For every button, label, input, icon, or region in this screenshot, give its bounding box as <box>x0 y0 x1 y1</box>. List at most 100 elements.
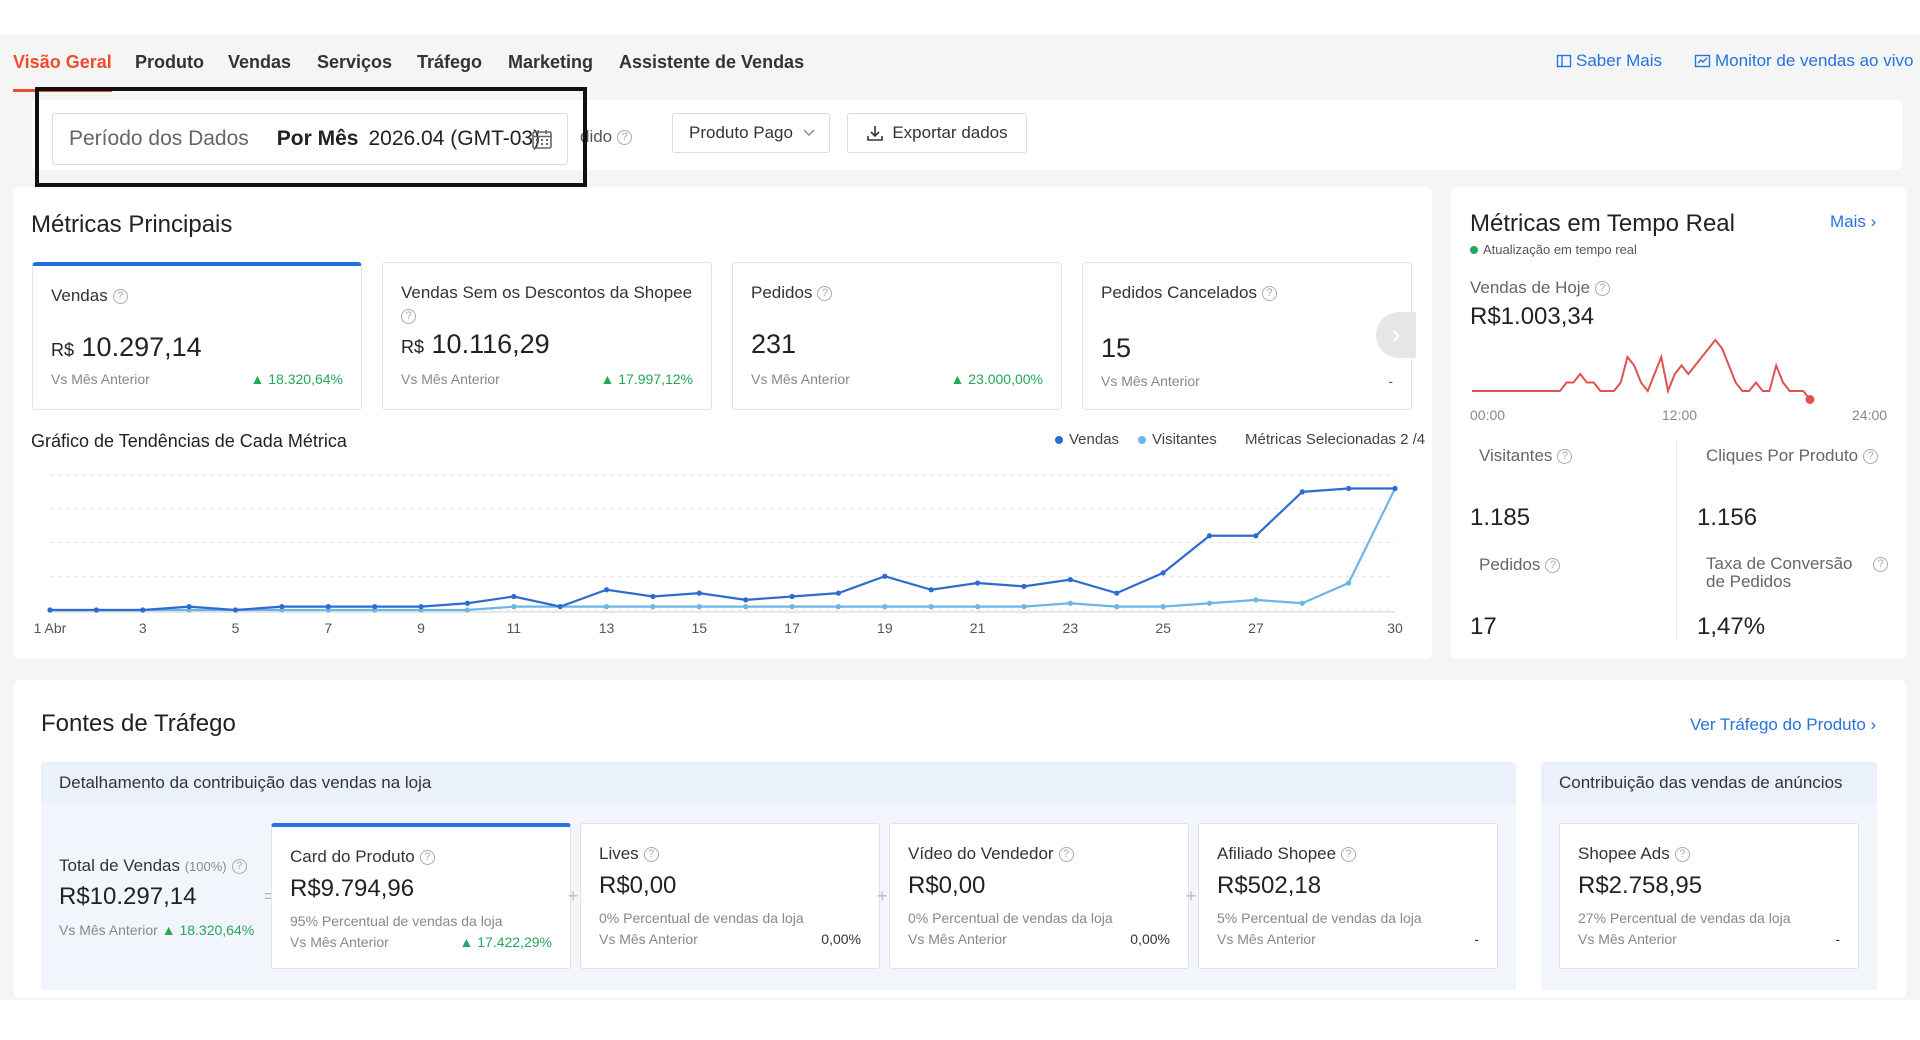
metric-value-text: 10.116,29 <box>431 329 550 359</box>
today-sales-label-text: Vendas de Hoje <box>1470 278 1591 297</box>
metric-title-text: Pedidos Cancelados <box>1101 283 1257 302</box>
traffic-card-seller-video[interactable]: Vídeo do Vendedor? R$0,00 0% Percentual … <box>889 823 1189 969</box>
trend-chart: 1 Abr 3 5 7 9 11 13 15 17 19 21 23 25 27 30 <box>34 474 1403 636</box>
traffic-product-link-text: Ver Tráfego do Produto <box>1690 715 1866 734</box>
tab-servicos[interactable]: Serviços <box>317 52 393 72</box>
traffic-card-affiliate[interactable]: Afiliado Shopee? R$502,18 5% Percentual … <box>1198 823 1498 969</box>
traffic-card-vs: Vs Mês Anterior <box>1217 931 1316 947</box>
traffic-card-lives[interactable]: Lives? R$0,00 0% Percentual de vendas da… <box>580 823 880 969</box>
today-sales-label: Vendas de Hoje? <box>1470 278 1611 298</box>
x-tick-label: 9 <box>417 620 425 636</box>
today-sales-sparkline <box>1472 338 1815 404</box>
metric-delta: - <box>1388 373 1393 389</box>
series-point-visitantes <box>1114 604 1120 610</box>
traffic-card-delta-text: 17.422,29% <box>477 934 552 950</box>
series-point-visitantes <box>835 604 842 610</box>
series-point-vendas <box>47 607 53 613</box>
series-point-vendas <box>186 604 192 610</box>
order-type-label-text: dido <box>580 127 613 146</box>
series-point-visitantes <box>789 604 795 610</box>
download-icon <box>867 126 884 141</box>
series-point-vendas <box>650 593 656 600</box>
traffic-card-title: Afiliado Shopee? <box>1217 844 1357 864</box>
series-point-vendas <box>1253 533 1259 539</box>
sparkline-last-point <box>1805 395 1815 404</box>
tab-assistente-de-vendas[interactable]: Assistente de Vendas <box>619 52 805 72</box>
stat-label-text: Cliques Por Produto <box>1706 446 1859 465</box>
period-selector[interactable]: Período dos Dados Por Mês 2026.04 (GMT-0… <box>52 113 568 165</box>
series-point-visitantes <box>1021 604 1027 610</box>
info-icon: ? <box>1674 847 1690 863</box>
stats-divider <box>1676 440 1677 640</box>
monitor-vendas-link[interactable]: Monitor de vendas ao vivo <box>1694 51 1913 71</box>
x-tick-label: 27 <box>1248 620 1264 636</box>
metric-delta-text: 17.997,12% <box>618 371 693 387</box>
realtime-status: Atualização em tempo real <box>1470 242 1637 257</box>
selected-metrics-count[interactable]: Métricas Selecionadas 2 /4 <box>1245 431 1426 448</box>
series-point-visitantes <box>696 604 702 610</box>
plus-icon: + <box>567 886 579 906</box>
traffic-product-link[interactable]: Ver Tráfego do Produto › <box>1690 715 1877 734</box>
legend-visitantes[interactable]: Visitantes <box>1138 431 1217 448</box>
ads-card-title: Shopee Ads? <box>1578 844 1690 864</box>
export-button[interactable]: Exportar dados <box>847 113 1027 153</box>
series-point-visitantes <box>1253 597 1259 603</box>
info-icon: ? <box>401 309 416 325</box>
traffic-title: Fontes de Tráfego <box>41 710 236 737</box>
series-line-visitantes <box>50 488 1396 612</box>
tab-produto[interactable]: Produto <box>135 52 204 72</box>
sparkline-axis-mid: 12:00 <box>1662 407 1698 423</box>
monitor-vendas-label: Monitor de vendas ao vivo <box>1715 51 1914 70</box>
x-tick-label: 19 <box>877 620 893 636</box>
metric-delta-text: 18.320,64% <box>268 371 343 387</box>
metric-delta-text: 23.000,00% <box>968 371 1043 387</box>
x-tick-label: 23 <box>1063 620 1079 636</box>
series-point-visitantes <box>1160 604 1166 610</box>
traffic-card-value: R$0,00 <box>908 872 986 899</box>
metric-card-pedidos[interactable]: Pedidos? 231 Vs Mês Anterior ▲ 23.000,00… <box>732 262 1062 410</box>
top-nav: Visão Geral Produto Vendas Serviços Tráf… <box>0 35 1920 99</box>
total-sales-vs: Vs Mês Anterior ▲ 18.320,64% <box>59 922 254 938</box>
realtime-more-link[interactable]: Mais › <box>1830 212 1877 231</box>
series-point-vendas <box>928 587 934 593</box>
traffic-card-delta: 0,00% <box>821 931 861 947</box>
series-point-vendas <box>1346 485 1352 492</box>
info-icon: ? <box>1341 847 1357 863</box>
ads-card-shopee-ads[interactable]: Shopee Ads? R$2.758,95 27% Percentual de… <box>1559 823 1859 969</box>
traffic-card-pct: 5% Percentual de vendas da loja <box>1217 910 1422 926</box>
tab-visao-geral[interactable]: Visão Geral <box>13 52 112 92</box>
saber-mais-link[interactable]: Saber Mais <box>1556 51 1662 71</box>
metric-card-vendas[interactable]: Vendas? R$ 10.297,14 Vs Mês Anterior ▲ 1… <box>32 262 362 410</box>
tab-vendas[interactable]: Vendas <box>228 52 292 72</box>
metric-card-pedidos-cancelados[interactable]: Pedidos Cancelados? 15 Vs Mês Anterior - <box>1082 262 1412 410</box>
traffic-card-value: R$0,00 <box>599 872 677 899</box>
info-icon: ? <box>643 847 659 863</box>
metric-delta: ▲ 17.997,12% <box>600 371 693 387</box>
trend-chart-title: Gráfico de Tendências de Cada Métrica <box>31 431 347 451</box>
series-point-visitantes <box>1299 600 1305 606</box>
series-point-vendas <box>882 573 888 579</box>
tab-trafego[interactable]: Tráfego <box>417 52 483 72</box>
legend-vendas[interactable]: Vendas <box>1055 431 1119 448</box>
series-point-vendas <box>232 607 239 613</box>
metric-value-text: 231 <box>751 329 797 359</box>
order-type-select[interactable]: Produto Pago <box>672 113 830 153</box>
total-sales-delta-text: 18.320,64% <box>179 922 255 938</box>
series-point-vendas <box>789 593 795 600</box>
realtime-title: Métricas em Tempo Real <box>1470 210 1735 237</box>
tab-marketing[interactable]: Marketing <box>508 52 594 72</box>
series-point-vendas <box>140 607 146 613</box>
next-metrics-button[interactable]: › <box>1376 312 1416 358</box>
traffic-card-title-text: Lives <box>599 844 639 863</box>
calendar-icon[interactable] <box>531 128 553 150</box>
traffic-card-value: R$9.794,96 <box>290 875 415 902</box>
traffic-card-product[interactable]: Card do Produto? R$9.794,96 95% Percentu… <box>271 823 571 969</box>
traffic-card-pct: 0% Percentual de vendas da loja <box>908 910 1113 926</box>
realtime-stat-label: Taxa de Conversão de Pedidos <box>1706 554 1853 591</box>
traffic-card-title-text: Afiliado Shopee <box>1217 844 1337 863</box>
series-point-vendas <box>1299 489 1305 495</box>
info-icon: ? <box>231 859 247 875</box>
sparkline-line <box>1472 338 1811 401</box>
order-type-value: Produto Pago <box>689 123 793 142</box>
metric-card-vendas-sem-descontos[interactable]: Vendas Sem os Descontos da Shopee? R$ 10… <box>382 262 712 410</box>
